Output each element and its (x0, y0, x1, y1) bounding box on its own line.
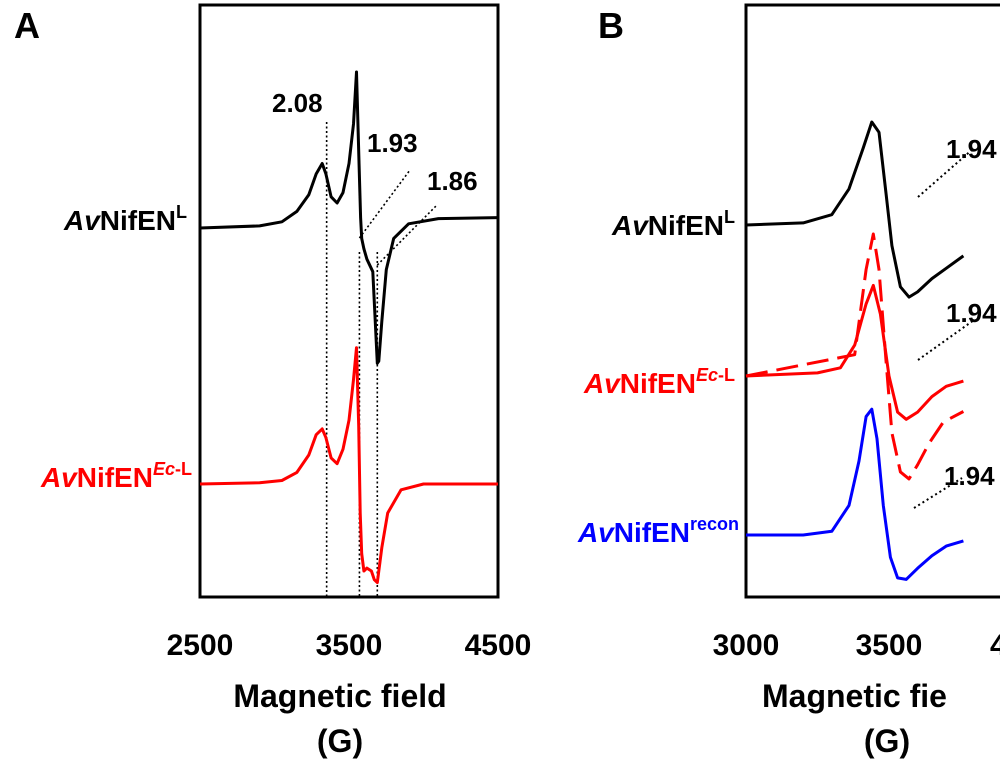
g-value-label-1-86: 1.86 (427, 166, 478, 196)
x-axis-label-line1: Magnetic fie (762, 678, 947, 714)
panel-a-letter: A (14, 5, 40, 46)
x-tick-label: 3500 (856, 629, 923, 662)
g-value-label-1-94: 1.94 (944, 461, 995, 491)
series-label-base: NifEN (648, 210, 724, 241)
series-label-base: NifEN (614, 517, 690, 548)
x-tick-label: 4500 (465, 629, 532, 662)
g-value-leader-line (376, 204, 438, 266)
spectrum-trace (745, 120, 965, 299)
series-label-base: NifEN (620, 368, 696, 399)
x-axis-label-line2: (G) (864, 723, 910, 759)
series-label-superscript-italic: Ec (696, 365, 718, 385)
series-label-prefix: Av (611, 210, 649, 241)
panel-b: B 1.94 1.94 1.94 AvNifENL AvNifENEc-L Av… (577, 3, 1000, 759)
panel-b-traces (745, 120, 965, 581)
g-value-label-1-94: 1.94 (946, 134, 997, 164)
spectrum-trace (199, 70, 499, 365)
series-label-prefix: Av (40, 462, 78, 493)
series-label-avnifen-ec-l: AvNifENEc-L (583, 365, 735, 399)
series-label-superscript-rest: -L (718, 365, 735, 385)
spectrum-trace (745, 232, 965, 481)
spectrum-trace (199, 346, 498, 585)
g-value-label-2-08: 2.08 (272, 88, 323, 118)
g-value-leader-line (358, 169, 411, 239)
series-label-avnifen-ec-l: AvNifENEc-L (40, 459, 192, 493)
series-label-avnifen-l: AvNifENL (611, 207, 735, 241)
x-axis-label-line1: Magnetic field (233, 678, 446, 714)
g-value-leader-line (917, 319, 975, 361)
x-tick-label: 3500 (316, 629, 383, 662)
x-tick-label: 2500 (167, 629, 234, 662)
series-label-superscript: recon (690, 514, 739, 534)
series-label-avnifen-recon: AvNifENrecon (577, 514, 739, 548)
series-label-prefix: Av (577, 517, 615, 548)
series-label-base: NifEN (100, 205, 176, 236)
series-label-superscript: L (724, 207, 735, 227)
series-label-prefix: Av (63, 205, 101, 236)
series-label-base: NifEN (77, 462, 153, 493)
x-tick-label: 4 (990, 629, 1000, 662)
g-value-label-1-93: 1.93 (367, 128, 418, 158)
series-label-avnifen-l: AvNifENL (63, 202, 187, 236)
panel-a-traces (199, 70, 499, 585)
x-tick-label: 3000 (713, 629, 780, 662)
g-value-label-1-94: 1.94 (946, 298, 997, 328)
series-label-superscript-rest: -L (175, 459, 192, 479)
panel-a-frame (198, 3, 500, 599)
x-axis-label-line2: (G) (317, 723, 363, 759)
panel-b-letter: B (598, 5, 624, 46)
spectrum-trace (746, 407, 964, 581)
panel-a: A 2.08 1.93 1.86 AvNifENL AvNifENEc-L 25… (14, 3, 532, 759)
panel-b-frame (744, 3, 1000, 599)
series-label-superscript: L (176, 202, 187, 222)
series-label-prefix: Av (583, 368, 621, 399)
series-label-superscript-italic: Ec (153, 459, 175, 479)
